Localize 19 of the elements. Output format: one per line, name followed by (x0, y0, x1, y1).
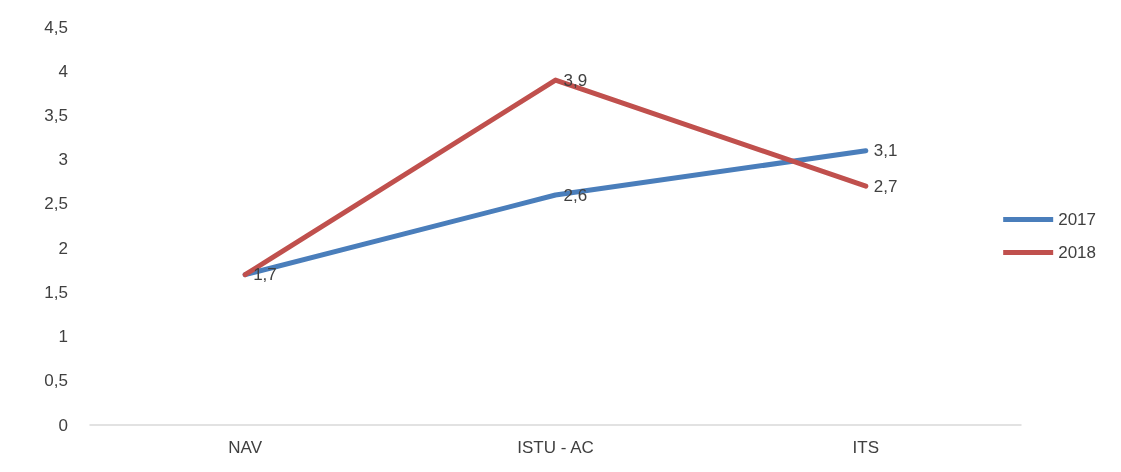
data-label: 2,7 (873, 176, 898, 196)
y-tick-label: 3,5 (44, 105, 68, 125)
y-tick-label: 4,5 (44, 17, 68, 37)
y-tick-label: 2,5 (44, 194, 68, 214)
y-tick-label: 1,5 (44, 282, 68, 302)
y-tick-label: 2 (58, 238, 68, 258)
x-tick-label: NAV (228, 438, 263, 457)
y-tick-label: 1 (58, 327, 68, 347)
legend-label: 2018 (1058, 243, 1097, 262)
y-tick-label: 4 (58, 61, 68, 81)
data-label: 3,9 (563, 70, 588, 90)
y-tick-label: 0,5 (44, 371, 68, 391)
y-tick-label: 0 (58, 415, 68, 435)
y-tick-label: 3 (58, 150, 68, 170)
x-tick-label: ITS (852, 438, 880, 457)
data-label: 1,7 (253, 265, 277, 285)
x-tick-label: ISTU - AC (517, 438, 594, 457)
legend-label: 2017 (1058, 210, 1097, 229)
data-label: 3,1 (873, 141, 898, 161)
